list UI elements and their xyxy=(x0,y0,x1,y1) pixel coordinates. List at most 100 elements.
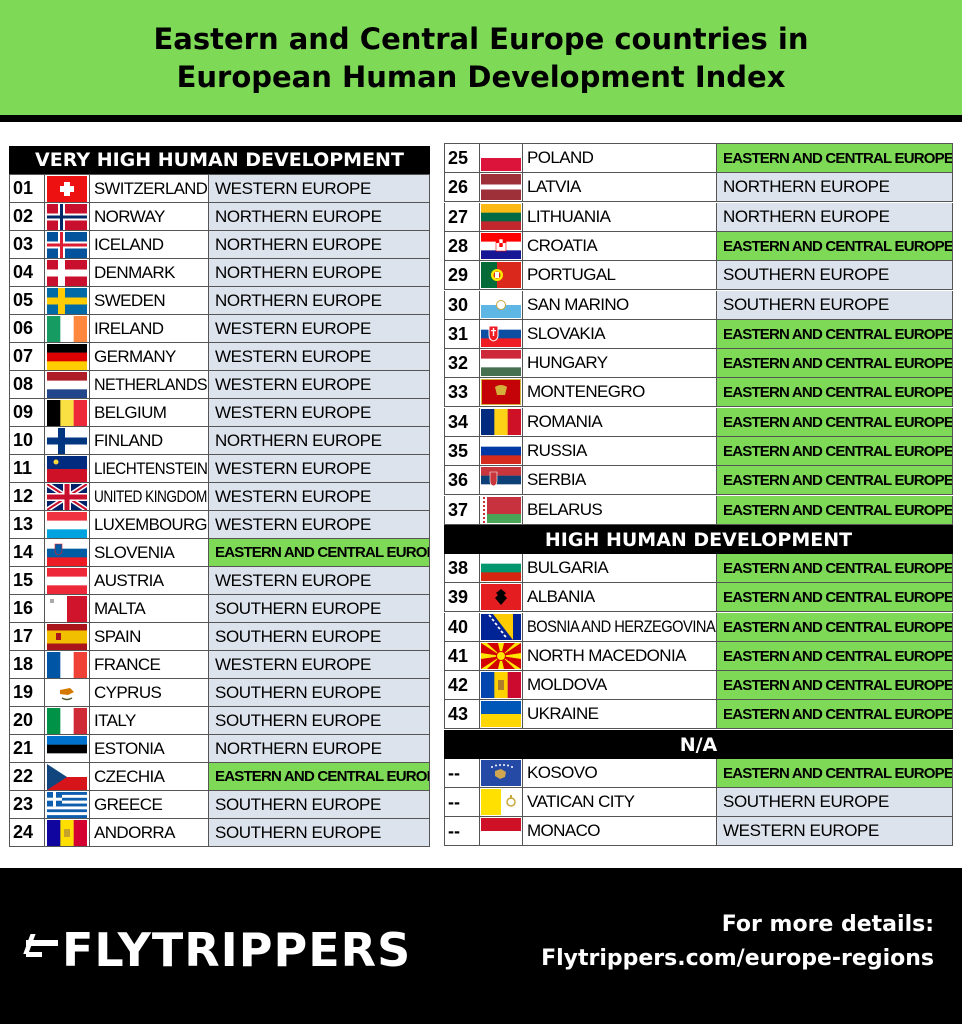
table-row: 28 CROATIA EASTERN AND CENTRAL EUROPE xyxy=(444,232,953,261)
more-details-link[interactable]: Flytrippers.com/europe-regions xyxy=(541,946,934,971)
region: SOUTHERN EUROPE xyxy=(209,595,430,623)
table-row: 21 ESTONIA NORTHERN EUROPE xyxy=(9,735,430,763)
table-row: -- MONACO WESTERN EUROPE xyxy=(444,817,953,846)
flag-cell xyxy=(480,144,523,173)
table-row: 14 SLOVENIA EASTERN AND CENTRAL EUROPE xyxy=(9,539,430,567)
country-label: CROATIA xyxy=(527,236,598,255)
sweden-flag-icon xyxy=(47,287,87,314)
rank: 18 xyxy=(9,651,45,679)
country-label: KOSOVO xyxy=(527,763,598,782)
rank: 42 xyxy=(444,671,480,700)
region: EASTERN AND CENTRAL EUROPE xyxy=(717,583,953,612)
region: NORTHERN EUROPE xyxy=(209,427,430,455)
rank: 19 xyxy=(9,679,45,707)
flag-cell xyxy=(45,483,90,511)
flag-cell xyxy=(480,320,523,349)
rank: 21 xyxy=(9,735,45,763)
country-name: NORWAY xyxy=(90,203,209,231)
country-name: NETHERLANDS xyxy=(90,371,209,399)
section-header-high: HIGH HUMAN DEVELOPMENT xyxy=(444,525,953,554)
slovenia-flag-icon xyxy=(47,539,87,566)
country-label: BULGARIA xyxy=(527,558,609,577)
rank: 25 xyxy=(444,144,480,173)
table-row: 39 ALBANIA EASTERN AND CENTRAL EUROPE xyxy=(444,583,953,612)
flag-cell xyxy=(480,173,523,202)
country-name: RUSSIA xyxy=(523,437,717,466)
flag-cell xyxy=(45,259,90,287)
country-label: ALBANIA xyxy=(527,587,595,606)
table-row: 19 CYPRUS SOUTHERN EUROPE xyxy=(9,679,430,707)
moldova-flag-icon xyxy=(481,672,521,698)
country-label: PORTUGAL xyxy=(527,265,616,284)
section-header-na: N/A xyxy=(444,730,953,759)
table-row: 18 FRANCE WESTERN EUROPE xyxy=(9,651,430,679)
country-name: UKRAINE xyxy=(523,700,717,729)
country-label: RUSSIA xyxy=(527,441,587,460)
country-label: SPAIN xyxy=(94,626,141,646)
ukraine-flag-icon xyxy=(481,701,521,727)
more-details: For more details: Flytrippers.com/europe… xyxy=(541,908,934,976)
region: EASTERN AND CENTRAL EUROPE xyxy=(717,496,953,525)
country-name: MONACO xyxy=(523,817,717,846)
country-name: CYPRUS xyxy=(90,679,209,707)
region: EASTERN AND CENTRAL EUROPE xyxy=(717,408,953,437)
region: WESTERN EUROPE xyxy=(209,175,430,203)
country-name: MALTA xyxy=(90,595,209,623)
footer xyxy=(0,868,962,1024)
rank: 32 xyxy=(444,349,480,378)
section-header-very-high: VERY HIGH HUMAN DEVELOPMENT xyxy=(9,146,430,174)
flag-cell xyxy=(45,371,90,399)
flag-cell xyxy=(45,819,90,847)
netherlands-flag-icon xyxy=(47,371,87,398)
flag-cell xyxy=(480,496,523,525)
rank: 08 xyxy=(9,371,45,399)
flag-cell xyxy=(480,700,523,729)
country-name: IRELAND xyxy=(90,315,209,343)
divider xyxy=(444,143,953,144)
serbia-flag-icon xyxy=(481,467,521,493)
table-row: 26 LATVIA NORTHERN EUROPE xyxy=(444,173,953,202)
brand-logo[interactable]: FLYTRIPPERS xyxy=(22,920,411,980)
flag-cell xyxy=(45,315,90,343)
malta-flag-icon xyxy=(47,595,87,622)
table-row: 12 UNITED KINGDOM WESTERN EUROPE xyxy=(9,483,430,511)
region: SOUTHERN EUROPE xyxy=(717,291,953,320)
country-label: MALTA xyxy=(94,598,146,618)
rank: 03 xyxy=(9,231,45,259)
country-name: LIECHTENSTEIN xyxy=(90,455,209,483)
flag-cell xyxy=(45,399,90,427)
region: WESTERN EUROPE xyxy=(209,567,430,595)
table-row: 30 SAN MARINO SOUTHERN EUROPE xyxy=(444,291,953,320)
region: SOUTHERN EUROPE xyxy=(209,819,430,847)
country-name: ROMANIA xyxy=(523,408,717,437)
country-label: ESTONIA xyxy=(94,738,165,758)
table-row: 22 CZECHIA EASTERN AND CENTRAL EUROPE xyxy=(9,763,430,791)
flag-cell xyxy=(45,735,90,763)
rank: 22 xyxy=(9,763,45,791)
flag-cell xyxy=(480,408,523,437)
region: EASTERN AND CENTRAL EUROPE xyxy=(717,320,953,349)
region: NORTHERN EUROPE xyxy=(717,173,953,202)
table-row: 03 ICELAND NORTHERN EUROPE xyxy=(9,231,430,259)
macedonia-flag-icon xyxy=(481,643,521,669)
region: WESTERN EUROPE xyxy=(209,371,430,399)
rank: 26 xyxy=(444,173,480,202)
region: SOUTHERN EUROPE xyxy=(209,707,430,735)
flag-cell xyxy=(480,203,523,232)
country-name: LATVIA xyxy=(523,173,717,202)
rank: 23 xyxy=(9,791,45,819)
title-line-2: European Human Development Index xyxy=(176,59,786,94)
country-label: NORTH MACEDONIA xyxy=(527,646,686,665)
country-name: ESTONIA xyxy=(90,735,209,763)
finland-flag-icon xyxy=(47,427,87,454)
table-row: 33 MONTENEGRO EASTERN AND CENTRAL EUROPE xyxy=(444,378,953,407)
table-row: 37 BELARUS EASTERN AND CENTRAL EUROPE xyxy=(444,496,953,525)
flag-cell xyxy=(480,759,523,788)
country-label: MONACO xyxy=(527,821,601,840)
table-row: 17 SPAIN SOUTHERN EUROPE xyxy=(9,623,430,651)
brand-name: FLYTRIPPERS xyxy=(62,923,412,977)
country-label: ICELAND xyxy=(94,234,164,254)
flag-cell xyxy=(45,231,90,259)
country-label: AUSTRIA xyxy=(94,570,164,590)
germany-flag-icon xyxy=(47,343,87,370)
